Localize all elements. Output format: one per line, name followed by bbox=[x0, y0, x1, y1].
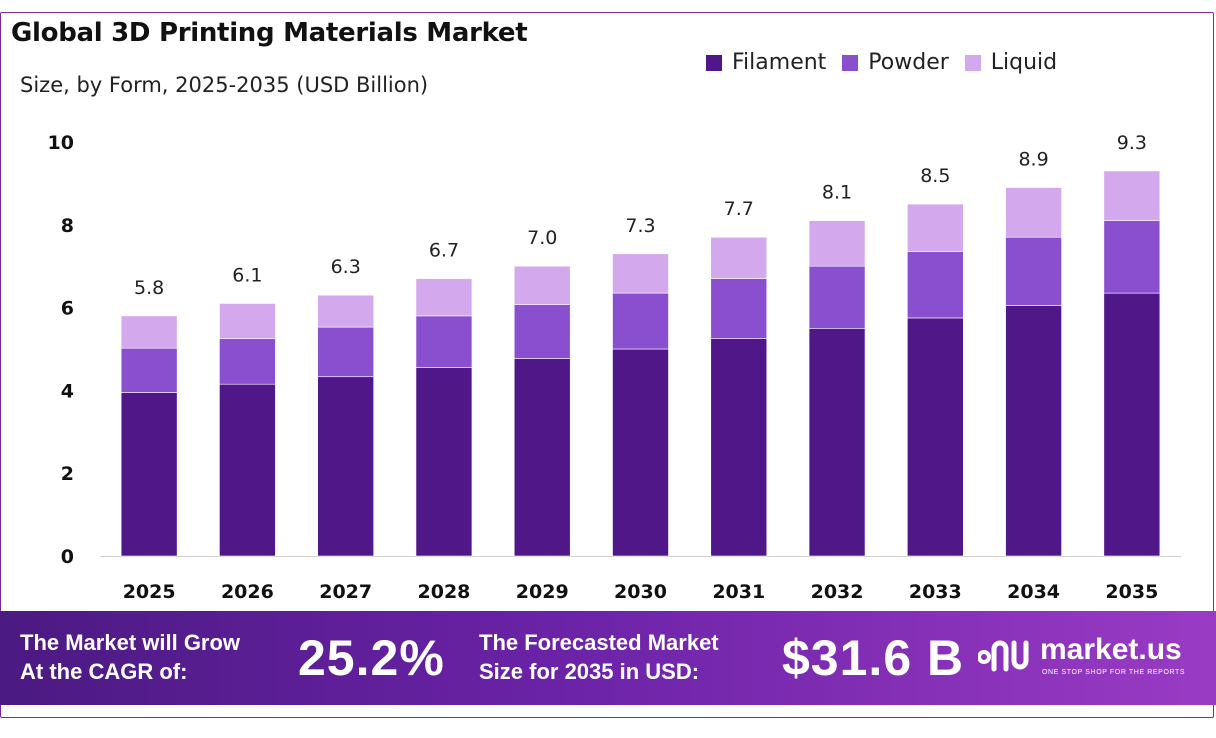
bar-segment-powder bbox=[120, 347, 178, 393]
bar-segment-filament bbox=[1005, 305, 1062, 557]
chart-subtitle: Size, by Form, 2025-2035 (USD Billion) bbox=[20, 73, 429, 97]
y-tick-label: 10 bbox=[48, 132, 74, 154]
bar-segment-liquid bbox=[1103, 170, 1161, 221]
legend-label-filament: Filament bbox=[732, 50, 827, 75]
bar-total-label: 9.3 bbox=[1117, 132, 1147, 154]
bar-segment-liquid bbox=[612, 253, 669, 294]
bar-segment-liquid bbox=[808, 220, 866, 267]
legend-swatch-liquid bbox=[964, 54, 981, 71]
y-tick-label: 0 bbox=[61, 546, 74, 568]
legend-item-filament: Filament bbox=[706, 50, 826, 75]
bar-segment-powder bbox=[415, 315, 473, 368]
bar-segment-liquid bbox=[710, 236, 768, 279]
x-tick-label: 2027 bbox=[319, 581, 372, 603]
bar-total-label: 6.1 bbox=[232, 264, 262, 286]
chart-title: Global 3D Printing Materials Market bbox=[11, 18, 528, 48]
summary-banner: The Market will Grow At the CAGR of: 25.… bbox=[0, 611, 1216, 705]
y-tick-label: 8 bbox=[61, 215, 74, 237]
bar-segment-powder bbox=[513, 304, 571, 359]
x-tick-label: 2030 bbox=[614, 581, 667, 603]
forecast-label-line1: The Forecasted Market bbox=[479, 630, 719, 655]
cagr-value: 25.2% bbox=[298, 630, 445, 686]
legend-swatch-filament bbox=[706, 54, 722, 71]
bar-segment-powder bbox=[612, 292, 669, 350]
brand-name: market.us bbox=[1040, 633, 1182, 666]
bar-segment-filament bbox=[612, 348, 669, 557]
forecast-value: $31.6 B bbox=[782, 630, 965, 686]
y-tick-label: 6 bbox=[61, 298, 74, 320]
bar-segment-powder bbox=[710, 278, 768, 339]
x-tick-label: 2025 bbox=[123, 581, 176, 603]
legend-swatch-powder bbox=[842, 54, 859, 71]
bar-segment-liquid bbox=[120, 315, 178, 349]
bar-segment-liquid bbox=[317, 294, 374, 328]
bar-segment-filament bbox=[317, 376, 374, 557]
bar-segment-liquid bbox=[907, 203, 964, 253]
bar-total-label: 8.9 bbox=[1018, 149, 1048, 171]
bar-total-label: 5.8 bbox=[134, 277, 164, 299]
bar-segment-filament bbox=[415, 367, 473, 557]
x-tick-label: 2034 bbox=[1007, 581, 1060, 603]
x-tick-label: 2032 bbox=[811, 581, 864, 603]
x-tick-label: 2028 bbox=[418, 581, 471, 603]
bar-total-label: 6.3 bbox=[331, 256, 361, 278]
x-tick-label: 2026 bbox=[221, 581, 274, 603]
bar-segment-powder bbox=[1005, 236, 1062, 306]
bar-segment-liquid bbox=[219, 303, 276, 339]
legend: Filament Powder Liquid bbox=[706, 50, 1057, 75]
bar-segment-filament bbox=[808, 327, 866, 557]
bar-total-label: 8.1 bbox=[822, 182, 852, 204]
stacked-bar-chart: 0 2 4 6 8 10 5.8 2025 6.1 2026 6.3 2027 6.7 2028 7.0 20… bbox=[48, 132, 1181, 603]
y-tick-label: 2 bbox=[61, 463, 74, 485]
bar-segment-filament bbox=[513, 358, 571, 557]
bar-segment-filament bbox=[120, 392, 178, 557]
bar-segment-liquid bbox=[415, 278, 473, 317]
legend-item-liquid: Liquid bbox=[964, 50, 1058, 75]
bar-total-label: 8.5 bbox=[920, 165, 950, 187]
y-tick-label: 4 bbox=[61, 380, 74, 402]
market-us-logo-icon bbox=[978, 640, 1029, 672]
forecast-label: The Forecasted Market Size for 2035 in U… bbox=[479, 628, 719, 686]
legend-item-powder: Powder bbox=[842, 50, 949, 75]
cagr-label-line1: The Market will Grow bbox=[20, 630, 241, 655]
bar-total-label: 7.7 bbox=[724, 198, 754, 220]
forecast-label-line2: Size for 2035 in USD: bbox=[479, 659, 700, 684]
bar-total-label: 7.0 bbox=[527, 227, 557, 249]
bar-total-label: 7.3 bbox=[625, 215, 655, 237]
cagr-label-line2: At the CAGR of: bbox=[20, 659, 188, 684]
bar-segment-powder bbox=[808, 265, 866, 329]
bar-segment-filament bbox=[710, 338, 768, 557]
bar-segment-powder bbox=[907, 251, 964, 319]
x-tick-label: 2031 bbox=[712, 581, 765, 603]
bar-segment-powder bbox=[317, 326, 374, 378]
bar-segment-liquid bbox=[1005, 187, 1062, 238]
legend-label-powder: Powder bbox=[868, 50, 949, 75]
brand-tagline: ONE STOP SHOP FOR THE REPORTS bbox=[1042, 669, 1186, 676]
cagr-label: The Market will Grow At the CAGR of: bbox=[20, 628, 240, 686]
bar-segment-powder bbox=[219, 338, 276, 385]
bar-segment-powder bbox=[1103, 220, 1161, 294]
legend-label-liquid: Liquid bbox=[990, 50, 1058, 75]
bar-segment-filament bbox=[907, 317, 964, 557]
x-tick-label: 2029 bbox=[516, 581, 569, 603]
bar-segment-filament bbox=[1103, 292, 1161, 557]
x-tick-label: 2035 bbox=[1105, 581, 1158, 603]
bar-segment-liquid bbox=[513, 265, 571, 306]
bar-segment-filament bbox=[219, 383, 276, 557]
x-tick-label: 2033 bbox=[909, 581, 962, 603]
bar-total-label: 6.7 bbox=[429, 240, 459, 262]
